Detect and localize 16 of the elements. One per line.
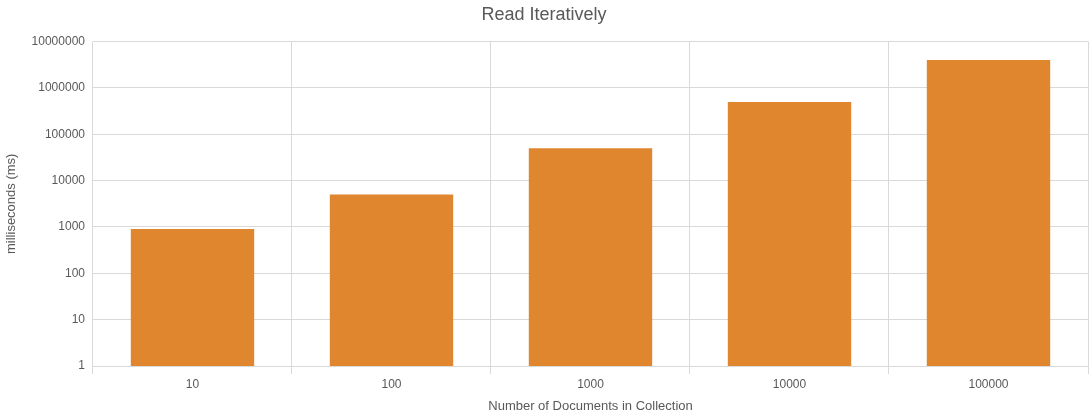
y-tick-label: 1000 bbox=[58, 219, 86, 234]
x-tick-label: 100000 bbox=[968, 376, 1009, 391]
chart-title: Read Iteratively bbox=[481, 3, 607, 24]
x-axis-title: Number of Documents in Collection bbox=[488, 397, 693, 413]
y-tick-label: 1 bbox=[78, 358, 86, 373]
x-tick-label: 1000 bbox=[577, 376, 605, 391]
y-tick-label: 100000 bbox=[44, 126, 86, 141]
y-tick-label: 10000 bbox=[51, 172, 86, 187]
y-tick-label: 10 bbox=[71, 311, 86, 326]
x-tick-label: 100 bbox=[381, 376, 402, 391]
x-tick-label: 10000 bbox=[772, 376, 807, 391]
y-tick-label: 100 bbox=[64, 265, 86, 280]
y-axis-title: milliseconds (ms) bbox=[3, 153, 19, 254]
y-tick-label: 1000000 bbox=[38, 80, 86, 95]
y-tick-label: 10000000 bbox=[31, 33, 86, 48]
x-tick-label: 10 bbox=[185, 376, 200, 391]
